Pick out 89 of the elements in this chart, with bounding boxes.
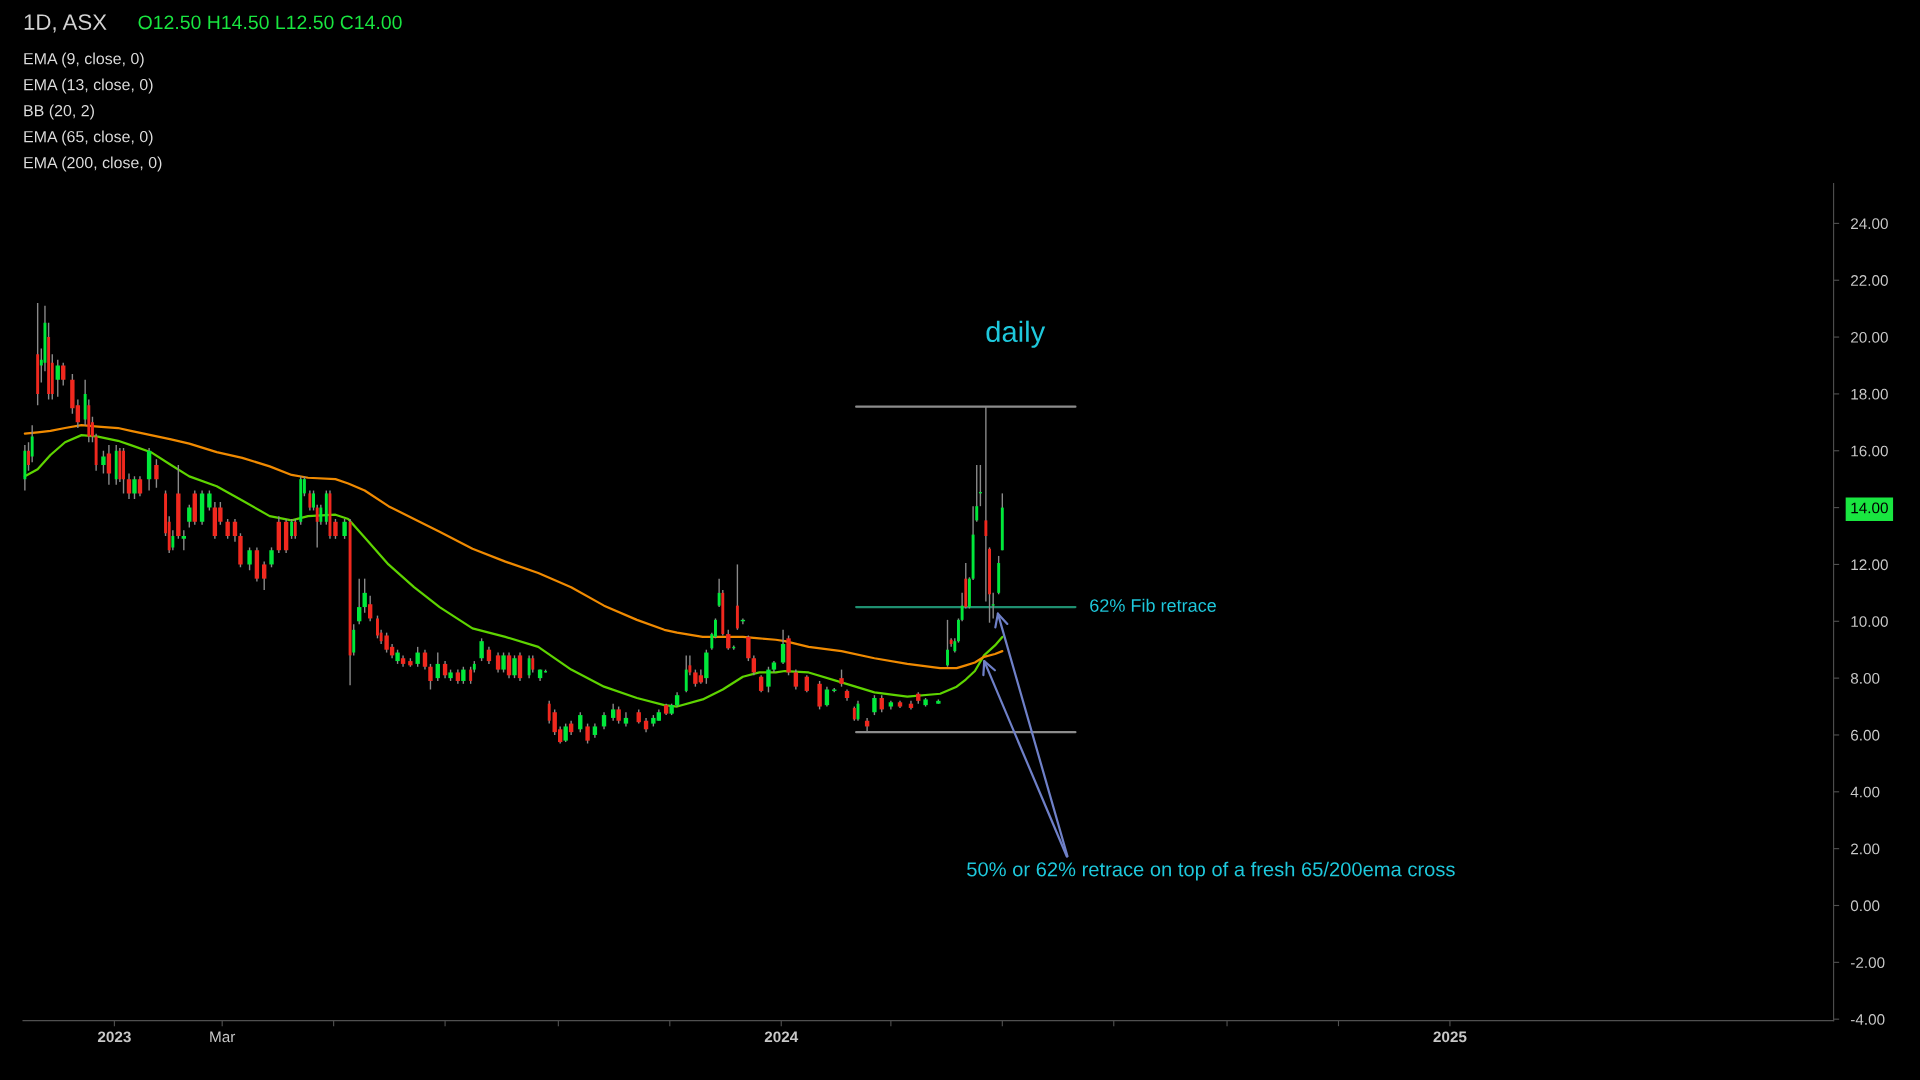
text: O12.50 H14.50 L12.50 C14.00 (138, 15, 402, 30)
candlestick (435, 651, 440, 682)
candlestick (101, 450, 106, 475)
y-tick-label: 8.00 (1850, 672, 1880, 684)
candlestick (342, 518, 347, 540)
x-tick-label: 2024 (764, 1031, 799, 1043)
y-tick-label: 4.00 (1850, 786, 1880, 798)
candlestick (225, 518, 230, 540)
candlestick (578, 711, 583, 733)
candlestick (547, 700, 551, 725)
candlestick (122, 447, 125, 495)
candlestick (751, 654, 757, 676)
y-tick-label: 16.00 (1851, 445, 1888, 457)
candlestick (479, 637, 484, 662)
text: daily (986, 320, 1046, 348)
candlestick (946, 619, 949, 668)
candlestick (684, 654, 688, 694)
candlestick (352, 623, 356, 657)
y-tick-label: 12.00 (1851, 559, 1888, 571)
candlestick (154, 458, 159, 489)
text: EMA (9, close, 0) (24, 52, 144, 68)
candlestick (735, 563, 739, 631)
line-series (23, 424, 1004, 670)
candlestick (527, 654, 531, 679)
candlestick (872, 694, 877, 716)
candlestick (30, 424, 34, 463)
candlestick (824, 685, 830, 708)
candlestick (357, 577, 362, 625)
candlestick (766, 666, 771, 694)
candlestick (746, 634, 751, 662)
candlestick (428, 663, 433, 691)
candlestick (501, 651, 506, 674)
y-tick-label: 2.00 (1851, 843, 1880, 855)
candlestick (315, 504, 319, 549)
candlestick (817, 680, 822, 711)
y-tick-label: 6.00 (1851, 729, 1880, 741)
x-tick-label: Mar (210, 1031, 236, 1043)
x-tick-label: 2023 (97, 1031, 131, 1043)
line-series (23, 434, 1004, 708)
chart-subtitle: 1D, ASX (24, 14, 107, 33)
y-tick-label: 24.00 (1851, 218, 1888, 230)
candlestick (362, 577, 367, 614)
y-tick-label: -2.00 (1850, 957, 1885, 969)
candlestick (137, 475, 143, 497)
candlestick (585, 722, 590, 745)
candlestick (726, 629, 731, 651)
candlestick (171, 529, 175, 551)
candlestick (207, 489, 212, 512)
candlestick (290, 518, 294, 540)
y-tick-label: 14.00 (1851, 502, 1888, 514)
text: EMA (200, close, 0) (24, 156, 162, 172)
candlestick (293, 518, 297, 540)
y-tick-label: 10.00 (1851, 616, 1888, 627)
candlestick (415, 646, 420, 668)
y-tick-label: 20.00 (1851, 331, 1888, 343)
y-tick-label: 0.00 (1850, 900, 1880, 912)
candlestick (376, 614, 379, 640)
candlestick (247, 546, 252, 571)
candlestick (308, 489, 312, 512)
text: EMA (13, close, 0) (24, 78, 153, 94)
candlestick (495, 651, 501, 674)
candlestick (717, 577, 721, 608)
annotation: 50% or 62% retrace on top of a fresh 65/200ema cross (967, 861, 1455, 881)
candlestick (181, 529, 187, 551)
text: EMA (65, close, 0) (24, 130, 153, 146)
candlestick (506, 651, 512, 679)
candlestick (512, 654, 517, 679)
candlestick (793, 668, 799, 691)
series-label: 62% Fib retrace (1090, 598, 1216, 612)
candlestick (991, 592, 995, 620)
candlestick (187, 504, 192, 529)
candlestick (333, 518, 338, 540)
candlestick (126, 472, 132, 500)
candlestick (132, 475, 137, 500)
candlestick (517, 651, 523, 682)
y-tick-label: -4.00 (1850, 1014, 1885, 1025)
text: BB (20, 2) (24, 104, 94, 120)
candlestick (262, 560, 267, 591)
candlestick (319, 504, 323, 526)
y-tick-label: 18.00 (1851, 388, 1888, 400)
candlestick (55, 359, 60, 398)
candlestick (563, 722, 568, 743)
candlestick (232, 518, 238, 543)
x-tick-label: 2025 (1433, 1031, 1467, 1043)
candlestick (61, 361, 66, 387)
candlestick (269, 546, 274, 568)
y-tick-label: 22.00 (1851, 275, 1888, 286)
candlestick (422, 649, 428, 671)
candlestick (367, 595, 373, 622)
